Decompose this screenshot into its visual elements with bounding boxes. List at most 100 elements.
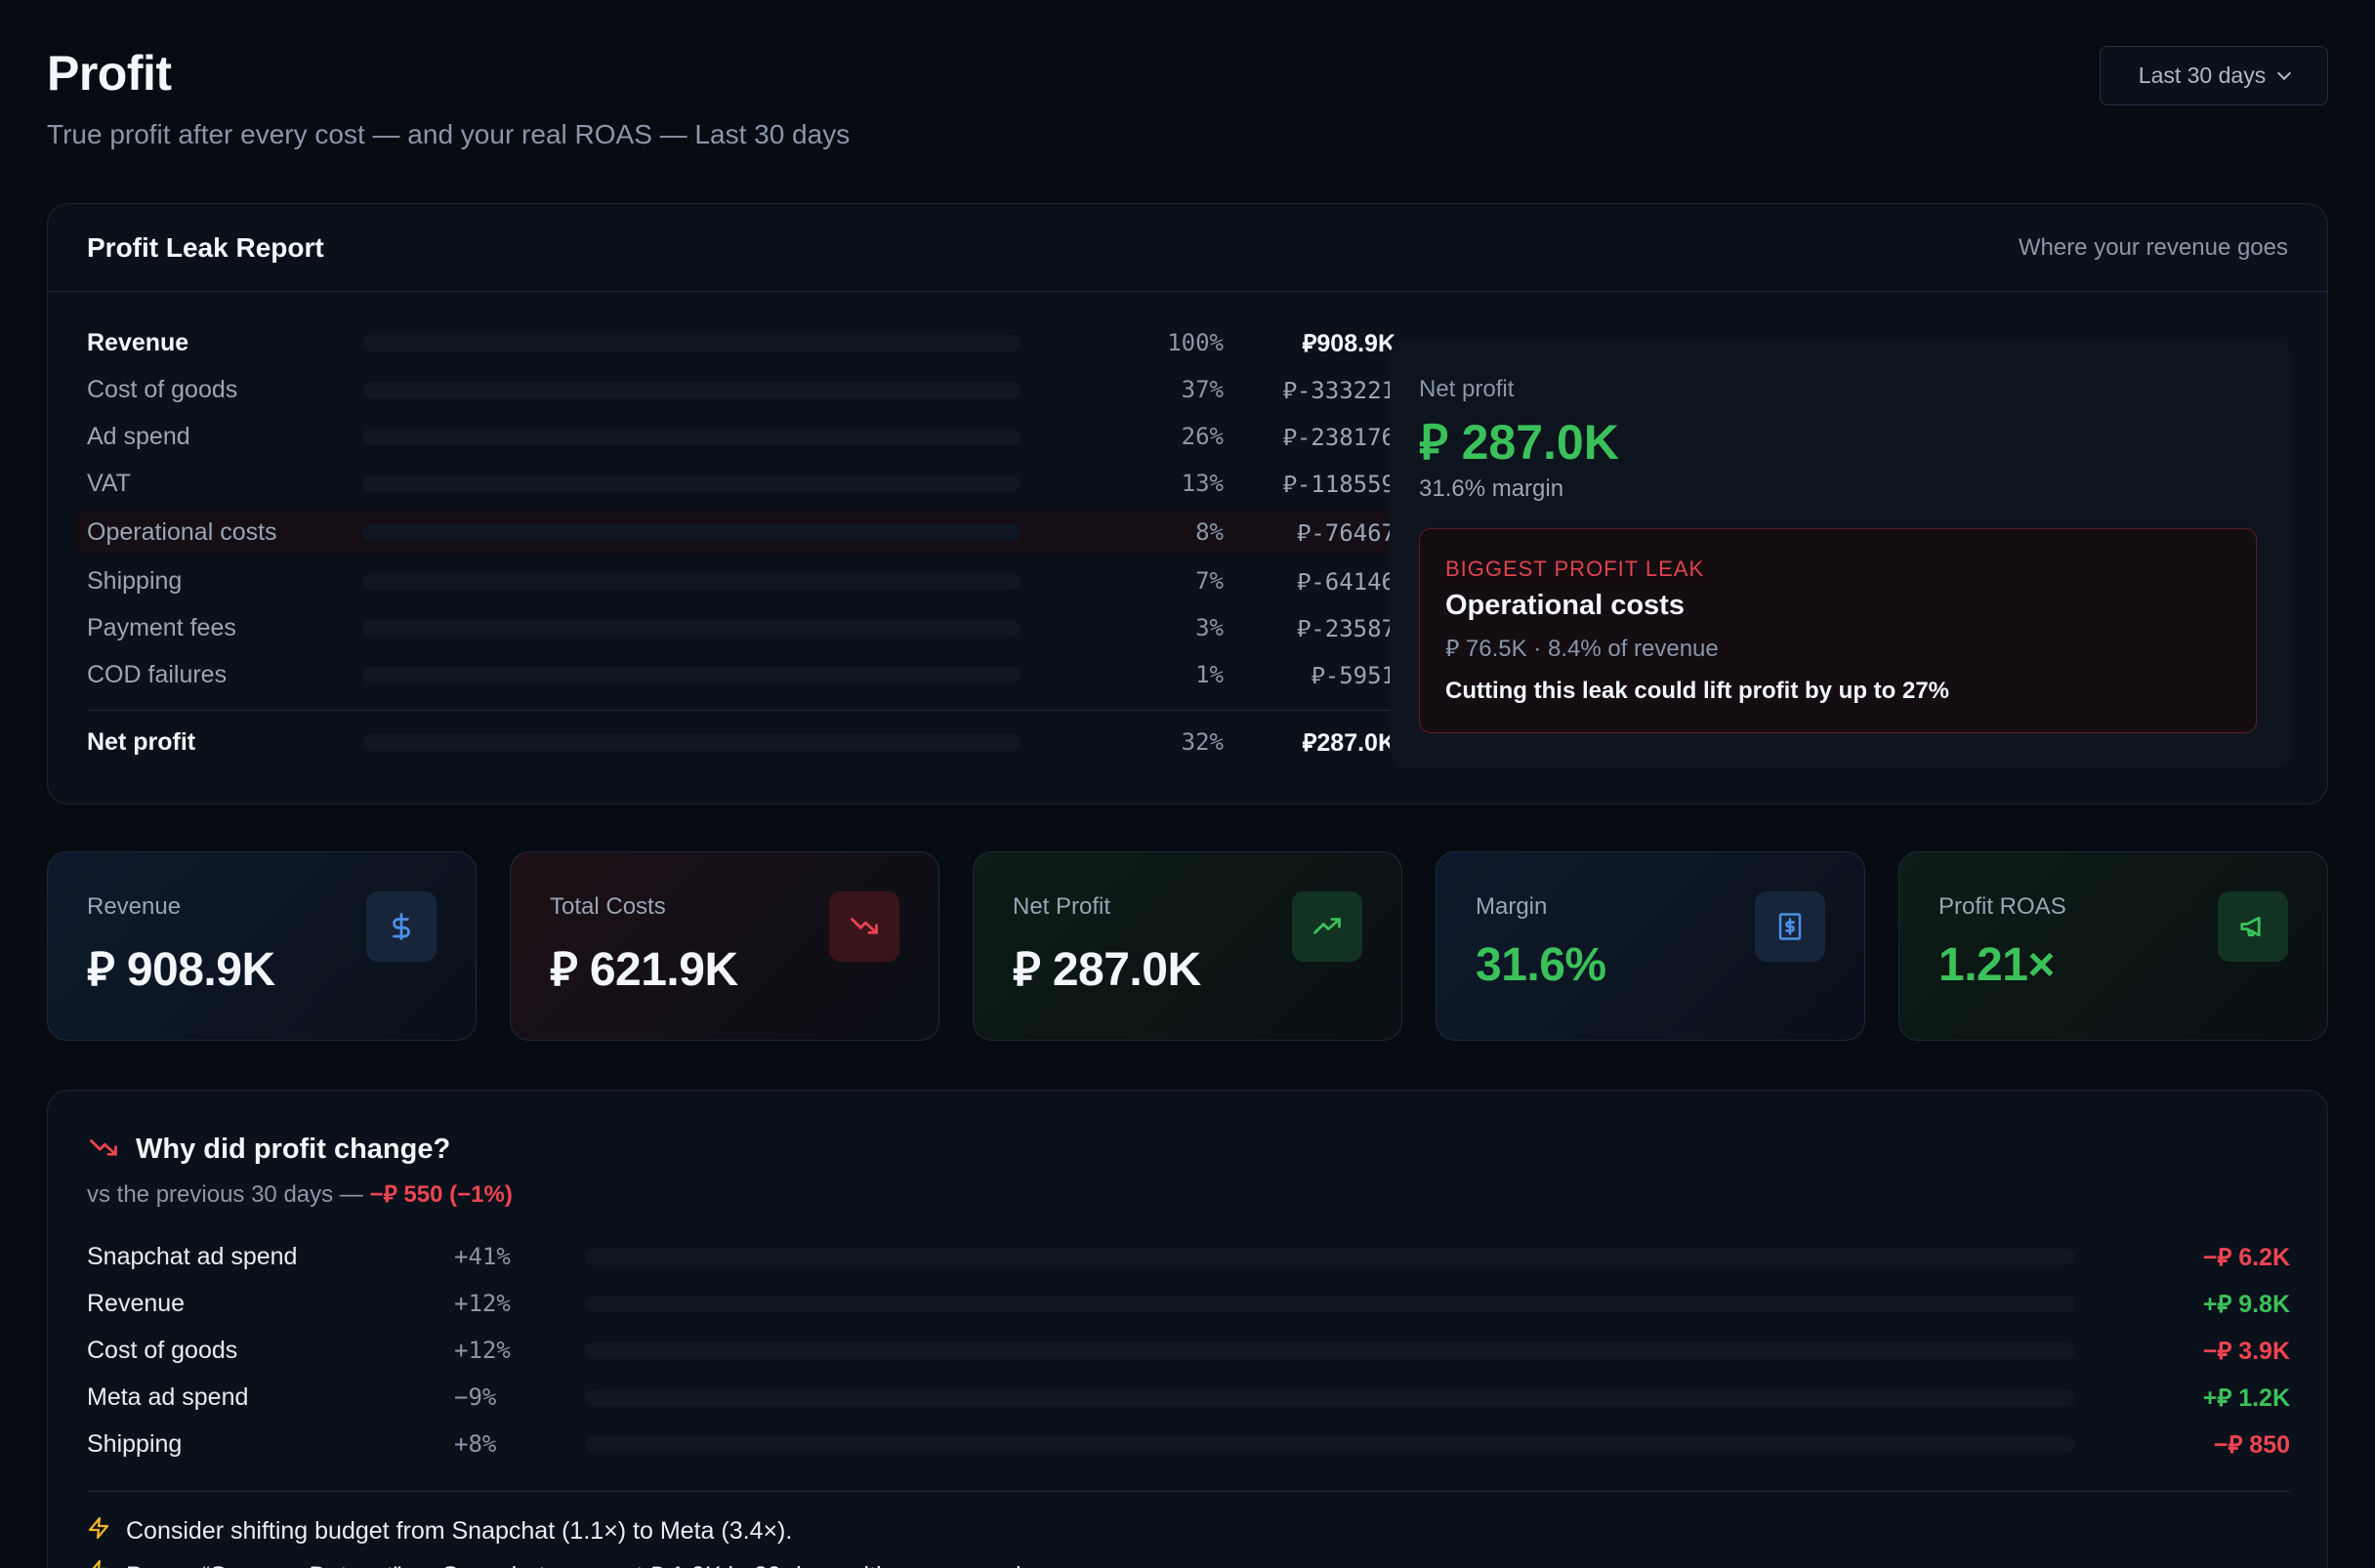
profit-driver-row: Meta ad spend −9% +⃁ 1.2K: [87, 1374, 2290, 1421]
driver-bar-track: [585, 1248, 2075, 1265]
driver-change-percent: −9%: [454, 1383, 497, 1411]
leak-row-label: Ad spend: [87, 422, 190, 450]
leak-row-percent: 100%: [1167, 329, 1224, 356]
profit-change-card: Why did profit change? vs the previous 3…: [47, 1090, 2328, 1568]
chevron-down-icon: [2277, 65, 2292, 80]
leak-row-percent: 32%: [1181, 728, 1224, 756]
net-profit-label: Net profit: [1419, 376, 1515, 402]
kpi-card: Margin 31.6%: [1436, 851, 1865, 1041]
leak-row-bar-track: [362, 475, 1021, 492]
leak-row: Shipping 7% ⃁-64146: [87, 557, 1396, 604]
profit-change-subtitle: vs the previous 30 days — −⃁ 550 (−1%): [87, 1178, 513, 1209]
driver-impact: +⃁ 9.8K: [2202, 1291, 2290, 1318]
profit-driver-row: Cost of goods +12% −⃁ 3.9K: [87, 1327, 2290, 1374]
driver-label: Shipping: [87, 1429, 183, 1458]
recommendation-text: Consider shifting budget from Snapchat (…: [126, 1517, 793, 1545]
profit-delta: −⃁ 550 (−1%): [369, 1181, 513, 1208]
leak-row: Ad spend 26% ⃁-238176: [87, 413, 1396, 460]
kpi-label: Profit ROAS: [1938, 893, 2066, 920]
leak-row-amount: ⃁-76467: [1297, 518, 1396, 547]
leak-row-bar-track: [362, 666, 1021, 683]
receipt-icon: [1755, 891, 1825, 962]
driver-impact: −⃁ 6.2K: [2202, 1244, 2290, 1271]
biggest-leak-tip: Cutting this leak could lift profit by u…: [1445, 678, 1949, 704]
kpi-label: Total Costs: [550, 893, 666, 920]
kpi-card: Profit ROAS 1.21×: [1898, 851, 2328, 1041]
leak-row: VAT 13% ⃁-118559: [87, 460, 1396, 507]
leak-row-label: VAT: [87, 469, 131, 497]
driver-impact: −⃁ 3.9K: [2202, 1338, 2290, 1365]
driver-label: Cost of goods: [87, 1336, 238, 1364]
driver-bar-track: [585, 1341, 2075, 1359]
leak-row-label: Payment fees: [87, 613, 236, 641]
leak-row: Cost of goods 37% ⃁-333221: [87, 366, 1396, 413]
driver-impact: −⃁ 850: [2213, 1431, 2290, 1459]
lightning-icon: [87, 1514, 110, 1548]
trending-down-icon: [87, 1134, 120, 1168]
page-title: Profit: [47, 46, 172, 101]
driver-change-percent: +12%: [454, 1290, 511, 1317]
leak-row-bar-track: [362, 334, 1021, 351]
leak-row: Operational costs 8% ⃁-76467: [75, 511, 1407, 554]
megaphone-icon: [2218, 891, 2288, 962]
profit-leak-report-card: Profit Leak Report Where your revenue go…: [47, 203, 2328, 805]
driver-bar-track: [585, 1295, 2075, 1312]
dollar-icon: [366, 891, 437, 962]
driver-bar-track: [585, 1388, 2075, 1406]
date-range-label: Last 30 days: [2138, 62, 2267, 88]
date-range-dropdown[interactable]: Last 30 days: [2100, 46, 2328, 105]
leak-row-label: COD failures: [87, 660, 228, 688]
net-profit-margin: 31.6% margin: [1419, 475, 1564, 502]
leak-row-percent: 8%: [1195, 518, 1224, 546]
leak-row-percent: 7%: [1195, 567, 1224, 595]
leak-report-header: Profit Leak Report Where your revenue go…: [48, 204, 2327, 292]
driver-impact: +⃁ 1.2K: [2202, 1384, 2290, 1412]
leak-row-percent: 37%: [1181, 376, 1224, 403]
recommendation-text: Pause “Summer Dataset” on Snapchat — spe…: [126, 1559, 1067, 1568]
kpi-value: ⃁ 908.9K: [87, 944, 275, 996]
leak-row-amount: ⃁-23587: [1297, 614, 1396, 642]
driver-change-percent: +8%: [454, 1430, 497, 1458]
kpi-card: Revenue ⃁ 908.9K: [47, 851, 477, 1041]
leak-row-percent: 13%: [1181, 470, 1224, 497]
leak-row-percent: 26%: [1181, 423, 1224, 450]
driver-label: Snapchat ad spend: [87, 1242, 298, 1270]
recommendation-item: Consider shifting budget from Snapchat (…: [87, 1514, 792, 1548]
recommendation-item: Pause “Summer Dataset” on Snapchat — spe…: [87, 1557, 1067, 1568]
trending-up-icon: [1292, 891, 1362, 962]
kpi-card: Total Costs ⃁ 621.9K: [510, 851, 939, 1041]
profit-driver-row: Snapchat ad spend +41% −⃁ 6.2K: [87, 1233, 2290, 1280]
leak-report-title: Profit Leak Report: [87, 231, 324, 263]
page-header: Profit True profit after every cost — an…: [47, 0, 2328, 201]
leak-row: COD failures 1% ⃁-5951: [87, 651, 1396, 698]
profit-driver-row: Shipping +8% −⃁ 850: [87, 1421, 2290, 1467]
kpi-card: Net Profit ⃁ 287.0K: [973, 851, 1402, 1041]
kpi-label: Net Profit: [1013, 893, 1111, 920]
driver-bar-track: [585, 1435, 2075, 1453]
leak-row-amount: ⃁908.9K: [1302, 330, 1396, 357]
leak-row-bar-track: [362, 619, 1021, 637]
leak-row-label: Shipping: [87, 566, 183, 595]
leak-row-label: Cost of goods: [87, 375, 238, 403]
lightning-icon: [87, 1557, 110, 1568]
leak-row: Payment fees 3% ⃁-23587: [87, 604, 1396, 651]
leak-row-percent: 3%: [1195, 614, 1224, 641]
divider: [87, 710, 1396, 711]
leak-report-hint: Where your revenue goes: [2018, 233, 2288, 261]
leak-row: Revenue 100% ⃁908.9K: [87, 319, 1396, 366]
kpi-row: Revenue ⃁ 908.9K Total Costs ⃁ 621.9K Net Pr…: [47, 851, 2328, 1041]
leak-row-label: Net profit: [87, 727, 196, 756]
leak-row-amount: ⃁-5951: [1311, 661, 1396, 689]
leak-row-amount: ⃁287.0K: [1302, 729, 1396, 757]
driver-change-percent: +12%: [454, 1337, 511, 1364]
leak-breakdown-list: Revenue 100% ⃁908.9K Cost of goods 37% ⃁-3332…: [75, 319, 1407, 765]
biggest-leak-title: Operational costs: [1445, 590, 1685, 621]
profit-change-title: Why did profit change?: [136, 1134, 451, 1165]
driver-label: Revenue: [87, 1289, 186, 1317]
kpi-label: Revenue: [87, 893, 182, 920]
leak-row-net-profit: Net profit 32% ⃁287.0K: [87, 719, 1396, 765]
profit-page: Profit True profit after every cost — an…: [47, 0, 2328, 1568]
trending-down-icon: [829, 891, 899, 962]
leak-row-bar-track: [362, 381, 1021, 398]
leak-row-label: Revenue: [87, 328, 189, 356]
